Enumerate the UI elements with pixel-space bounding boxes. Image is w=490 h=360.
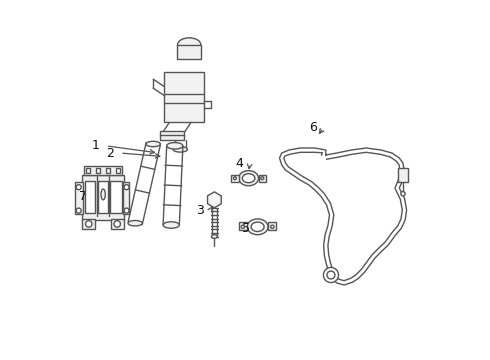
Bar [82, 219, 95, 229]
Bar [231, 175, 239, 182]
Ellipse shape [323, 267, 339, 283]
Ellipse shape [76, 185, 81, 190]
Bar [111, 219, 123, 229]
Text: 4: 4 [235, 157, 243, 170]
Ellipse shape [173, 147, 187, 152]
Ellipse shape [327, 271, 335, 279]
Polygon shape [208, 192, 221, 208]
Bar [75, 182, 83, 214]
Ellipse shape [114, 221, 121, 227]
Ellipse shape [242, 174, 255, 183]
Ellipse shape [167, 143, 183, 149]
Ellipse shape [76, 208, 81, 213]
Ellipse shape [233, 177, 236, 180]
Bar [96, 168, 100, 173]
Ellipse shape [239, 171, 259, 186]
Bar [177, 45, 201, 59]
Ellipse shape [212, 235, 217, 238]
Bar [239, 222, 247, 230]
Ellipse shape [124, 208, 129, 213]
Ellipse shape [101, 189, 105, 200]
Ellipse shape [401, 192, 405, 196]
Bar [123, 182, 129, 214]
Ellipse shape [124, 185, 129, 190]
Text: 3: 3 [196, 204, 204, 217]
Text: 5: 5 [243, 222, 250, 235]
Bar [86, 168, 90, 173]
Bar [82, 175, 123, 220]
Bar [85, 181, 95, 213]
Bar [259, 175, 266, 182]
Bar [397, 168, 408, 182]
Ellipse shape [146, 141, 160, 147]
Ellipse shape [163, 222, 179, 228]
Text: 6: 6 [309, 121, 317, 134]
Ellipse shape [241, 225, 245, 229]
Bar [98, 181, 108, 213]
Ellipse shape [86, 221, 92, 227]
Bar [160, 131, 184, 140]
Ellipse shape [271, 225, 274, 229]
Text: 7: 7 [78, 190, 87, 203]
Ellipse shape [251, 222, 264, 231]
Text: 1: 1 [91, 139, 99, 152]
Ellipse shape [177, 38, 201, 52]
Ellipse shape [247, 219, 268, 235]
Ellipse shape [128, 220, 143, 226]
Bar [269, 222, 276, 230]
Bar [164, 72, 204, 122]
Bar [106, 168, 110, 173]
Bar [110, 181, 122, 213]
Bar [84, 166, 122, 175]
Text: 2: 2 [106, 147, 114, 159]
Bar [116, 168, 121, 173]
Ellipse shape [261, 177, 264, 180]
